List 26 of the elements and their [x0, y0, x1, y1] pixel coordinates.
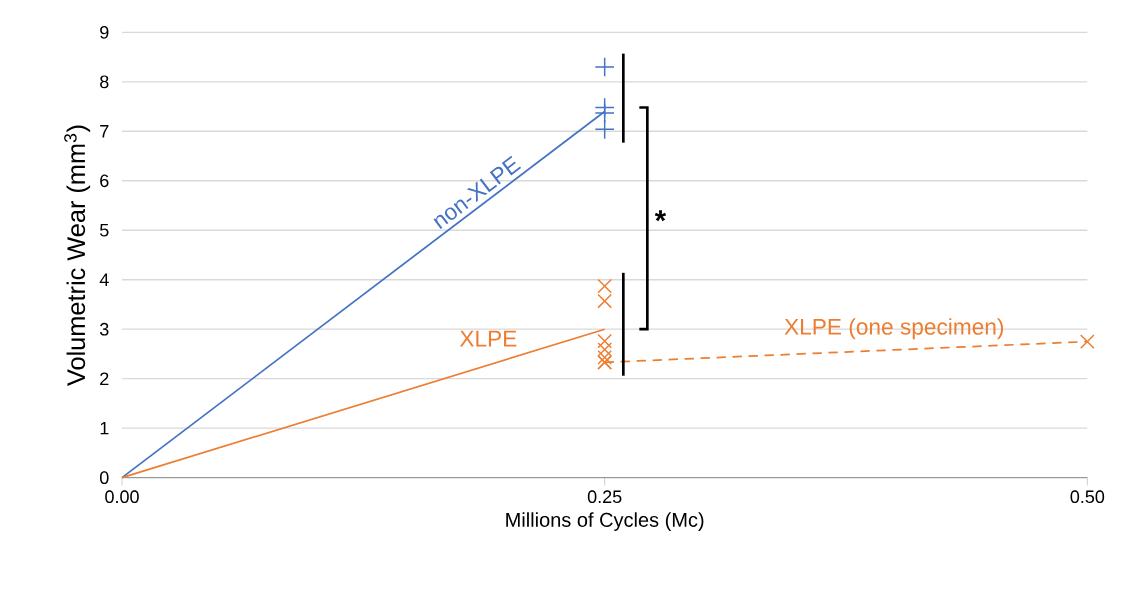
y-tick-label: 2 — [100, 372, 109, 385]
y-tick-label: 7 — [100, 125, 109, 138]
point — [597, 342, 613, 357]
x-tick-label: 0.25 — [587, 490, 622, 504]
point — [597, 350, 613, 365]
y-tick-label: 9 — [100, 25, 109, 39]
series-label: XLPE (one specimen) — [784, 318, 1004, 340]
y-tick-label: 1 — [100, 421, 109, 435]
point — [597, 293, 613, 309]
annotation: * — [654, 210, 667, 222]
point — [1079, 334, 1095, 349]
y-tick-label: 3 — [99, 322, 109, 336]
y-tick-label: 0 — [100, 471, 109, 485]
y-tick-label: 4 — [99, 273, 109, 286]
y-tick-label: 5 — [100, 223, 109, 237]
point — [597, 278, 613, 294]
x-tick-label: 0.50 — [1070, 490, 1105, 504]
point — [597, 333, 613, 349]
point — [594, 119, 615, 140]
y-tick-label: 8 — [100, 75, 109, 89]
x-tick-label: 0.00 — [105, 490, 139, 504]
point — [594, 56, 615, 78]
y-axis-title: Volumetric Wear (mm$^{3}$) — [64, 125, 91, 386]
y-tick-label: 6 — [100, 174, 109, 188]
x-axis-title: Millions of Cycles (Mc) — [506, 512, 704, 531]
series-label: XLPE — [459, 330, 517, 347]
